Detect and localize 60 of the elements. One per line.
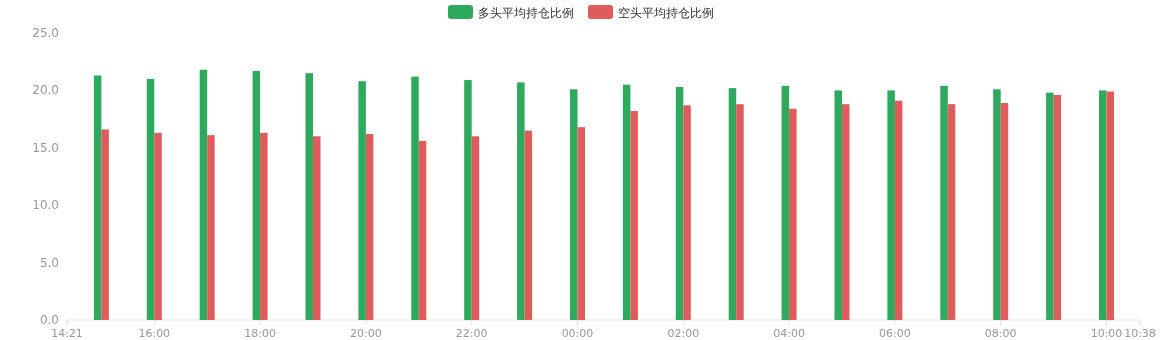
bar [1046,92,1054,320]
x-tick-label: 08:00 [984,327,1017,340]
bar [464,80,472,320]
bar [365,134,374,320]
bar [524,130,533,320]
bar [728,88,737,320]
bar [569,89,578,320]
bar [154,132,162,320]
y-tick-label: 15.0 [32,140,59,155]
bar [146,78,155,320]
bar [834,90,842,320]
bar [940,85,948,320]
y-tick-label: 5.0 [39,255,59,270]
bar [93,75,102,320]
x-tick-label: 10:38 [1124,327,1156,340]
bar [781,85,790,320]
bar [789,108,797,320]
x-tick-label: 10:00 [1090,327,1123,340]
y-tick-label: 10.0 [32,198,59,213]
bar [683,105,691,320]
bar [305,73,313,320]
bar [1053,94,1062,320]
bar [411,76,419,320]
bar [199,69,208,320]
bar [894,100,903,320]
bar [622,84,631,320]
bar [675,86,684,320]
y-tick-label: 20.0 [32,83,59,98]
x-tick-label: 22:00 [455,327,488,340]
y-tick-label: 25.0 [32,26,59,40]
x-tick-label: 20:00 [350,327,382,340]
bar [207,135,215,320]
legend-label: 空头平均持仓比例 [618,6,714,20]
x-tick-label: 14:21 [51,327,83,340]
bar [993,89,1001,320]
x-tick-label: 04:00 [773,327,805,340]
x-tick-label: 16:00 [138,327,171,340]
bar [736,104,744,320]
x-tick-label: 00:00 [561,327,594,340]
x-tick-label: 18:00 [244,327,276,340]
bar [887,90,895,320]
bar [517,82,525,320]
bar [577,127,585,320]
bar [312,136,321,320]
bar [260,132,268,320]
bar [418,140,427,320]
bar [252,70,261,320]
bar [947,104,956,320]
bar [471,136,480,320]
bar [1106,91,1114,320]
bar [1000,103,1009,320]
bar [101,129,109,320]
y-tick-label: 0.0 [39,313,59,327]
bar [358,81,366,320]
bar [630,111,638,320]
x-tick-label: 02:00 [667,327,700,340]
x-tick-label: 06:00 [879,327,911,340]
legend-label: 多头平均持仓比例 [478,6,574,20]
bar [841,104,850,320]
bar [1099,90,1107,320]
